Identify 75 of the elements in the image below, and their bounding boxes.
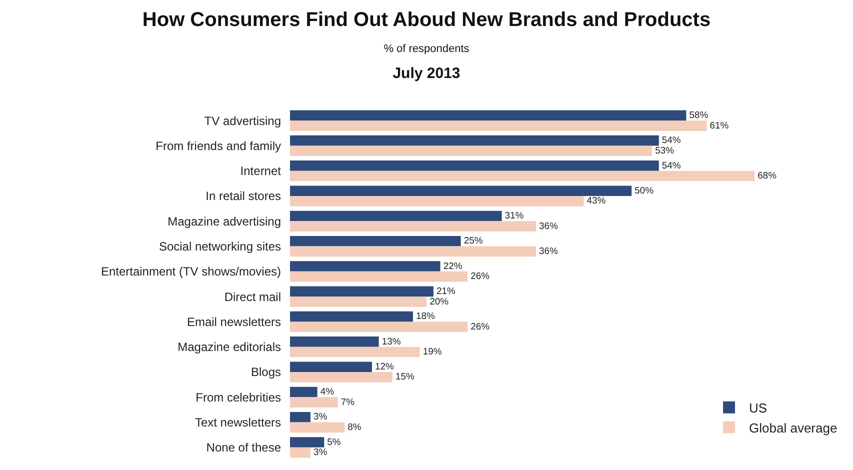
legend-label: Global average: [749, 420, 838, 436]
bar: [290, 447, 310, 458]
bar: [290, 186, 632, 196]
bar: [290, 286, 434, 297]
bar: [290, 170, 755, 182]
bar: [290, 271, 468, 282]
y-tick-label: Direct mail: [224, 290, 281, 304]
data-label: 25%: [464, 236, 484, 247]
bar: [290, 336, 379, 347]
bar: [290, 372, 392, 382]
bar: [290, 311, 413, 322]
data-label: 58%: [689, 110, 709, 121]
text: July 2013: [392, 64, 460, 82]
y-tick-label: Entertainment (TV shows/movies): [100, 264, 281, 279]
data-label: 43%: [586, 196, 606, 207]
data-label: 50%: [634, 185, 654, 196]
data-label: 53%: [655, 145, 675, 156]
data-label: 20%: [430, 296, 450, 308]
bar: [290, 210, 502, 222]
y-tick-label: None of these: [206, 440, 282, 455]
bar: [290, 412, 310, 422]
bar: [290, 246, 536, 257]
data-label: 3%: [314, 447, 328, 458]
data-label: 3%: [314, 412, 328, 423]
bar: [290, 196, 584, 206]
y-tick-label: From celebrities: [196, 390, 281, 404]
bar: [290, 110, 686, 121]
data-label: 18%: [416, 311, 436, 322]
y-tick-label: Blogs: [250, 365, 281, 380]
legend-label: US: [749, 400, 768, 416]
data-label: 22%: [443, 260, 463, 272]
data-label: 21%: [436, 286, 456, 297]
y-tick-label: Magazine advertising: [168, 214, 281, 228]
bar: [290, 362, 372, 372]
y-tick-label: Text newsletters: [194, 415, 281, 430]
y-tick-label: Internet: [240, 164, 282, 178]
bar: [290, 346, 420, 358]
y-tick-label: In retail stores: [206, 189, 281, 204]
bar: [290, 397, 338, 408]
data-label: 26%: [470, 271, 490, 282]
bar: [290, 386, 318, 398]
data-label: 7%: [340, 396, 356, 408]
y-tick-label: TV advertising: [204, 114, 281, 128]
bar: [290, 236, 461, 246]
chart-subtitle: % of respondents: [384, 42, 470, 55]
data-label: 15%: [395, 372, 415, 383]
data-label: 31%: [504, 210, 524, 222]
bar: [290, 296, 427, 307]
bar: [290, 322, 468, 332]
data-label: 8%: [348, 422, 362, 434]
chart-title: How Consumers Find Out Aboud New Brands and Products: [142, 8, 711, 31]
data-label: 36%: [538, 220, 558, 232]
data-label: 54%: [662, 160, 682, 172]
y-tick-label: From friends and family: [156, 138, 281, 153]
bar: [290, 422, 345, 433]
data-label: 19%: [422, 346, 442, 358]
data-label: 26%: [470, 321, 490, 332]
y-tick-label: Magazine editorials: [178, 340, 281, 354]
data-label: 4%: [320, 386, 335, 398]
bar: [290, 160, 659, 171]
data-label: 54%: [662, 135, 682, 146]
bar: [290, 261, 440, 272]
data-label: 12%: [375, 361, 394, 372]
y-tick-label: Social networking sites: [158, 239, 281, 254]
y-tick-label: Email newsletters: [186, 314, 281, 329]
bar: [290, 120, 707, 131]
bar: [290, 135, 659, 146]
bar: [290, 221, 536, 232]
data-label: 36%: [538, 246, 558, 258]
bar: [290, 437, 324, 448]
data-label: 68%: [758, 170, 778, 182]
data-label: 13%: [382, 336, 402, 348]
bar: [290, 146, 652, 156]
data-label: 5%: [327, 436, 342, 448]
data-label: 61%: [710, 120, 730, 132]
